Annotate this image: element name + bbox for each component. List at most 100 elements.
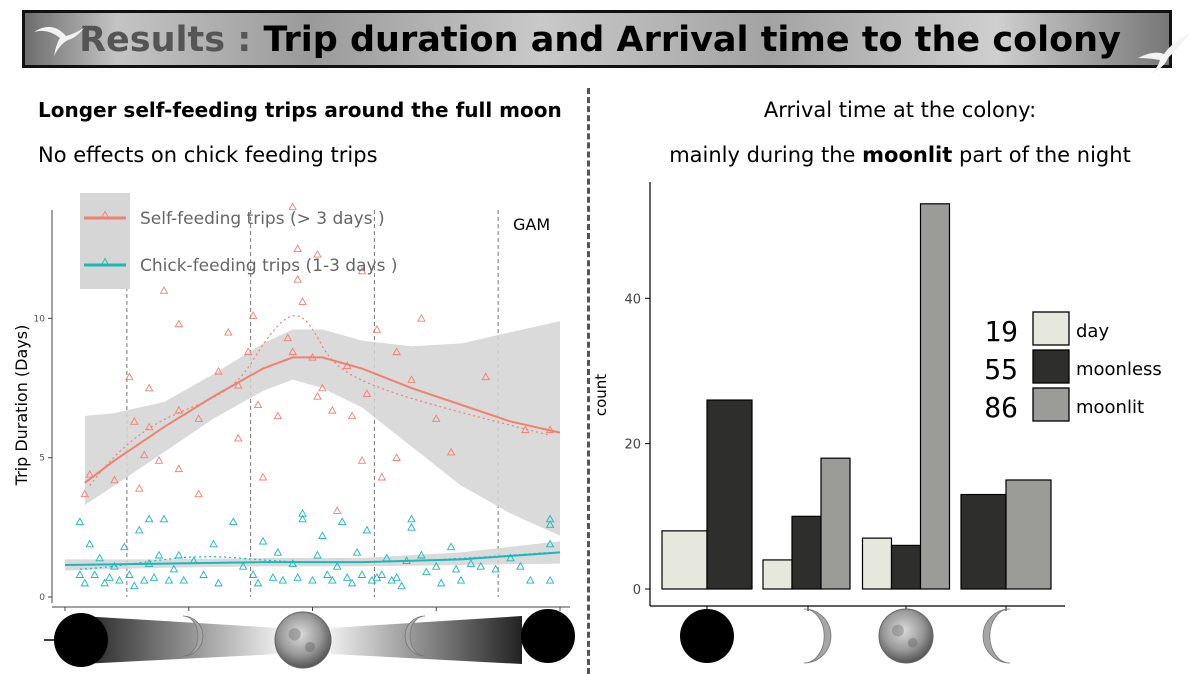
self-feeding-point [283, 333, 293, 342]
chick-feeding-point [115, 575, 124, 584]
slide-title: Results : Trip duration and Arrival time… [25, 13, 1175, 71]
right-subheading-pre: mainly during the [669, 143, 856, 167]
chick-feeding-point [179, 575, 189, 584]
right-heading: Arrival time at the colony: [763, 98, 1037, 122]
chick-feeding-point [342, 573, 352, 581]
self-feeding-point [253, 400, 263, 409]
new-moon-icon [680, 609, 734, 663]
chick-feeding-point [288, 559, 297, 567]
waning-crescent-icon [982, 608, 1011, 664]
self-feeding-point [233, 433, 243, 442]
chick-feeding-point [422, 567, 431, 576]
chick-feeding-point [417, 550, 426, 559]
albatross-silhouette-icon [1138, 34, 1190, 74]
chick-feeding-point [377, 570, 387, 578]
legend-swatch [1032, 349, 1070, 384]
chick-feeding-gam-curve [79, 551, 551, 570]
title-prefix: Results : [79, 20, 252, 60]
bar-moonless [890, 544, 922, 590]
self-feeding-point [243, 347, 253, 356]
self-feeding-point [144, 383, 154, 392]
chick-feeding-point [125, 570, 134, 578]
self-feeding-point [194, 489, 203, 498]
new-moon-icon [54, 613, 108, 667]
title-banner: Results : Trip duration and Arrival time… [22, 10, 1172, 68]
chart-legend: 19 day 55 moonless 86 moonlit [984, 311, 1162, 424]
full-moon-disc [274, 611, 332, 669]
chick-feeding-point [95, 553, 104, 562]
chick-feeding-point [105, 573, 114, 581]
legend-label: Chick-feeding trips (1-3 days ) [140, 256, 397, 276]
chick-feeding-point [392, 573, 401, 581]
self-feeding-point [417, 313, 426, 322]
self-feeding-point [273, 411, 283, 420]
chick-feeding-point [75, 570, 85, 578]
arrival-time-chart: 0 20 40 count 19 day 55 moonless 86 moonlit [592, 182, 1162, 664]
chick-feeding-point [545, 514, 555, 523]
bar-moonless [791, 515, 822, 590]
moon-phase-axis [680, 608, 1011, 664]
legend-swatch [1032, 387, 1070, 422]
waning-crescent-icon [404, 615, 426, 657]
self-feeding-point [125, 372, 134, 381]
chick-feeding-point [313, 550, 322, 559]
moon-phase-axis [44, 609, 575, 669]
chick-feeding-point [214, 578, 223, 587]
left-heading: Longer self-feeding trips around the ful… [38, 98, 562, 122]
chick-feeding-point [298, 514, 307, 523]
confidence-band [84, 321, 561, 536]
self-feeding-point [372, 325, 382, 333]
new-moon-icon [521, 609, 575, 663]
chick-feeding-point [352, 547, 362, 556]
self-feeding-point [288, 202, 297, 211]
chick-feeding-point [545, 520, 555, 528]
chick-feeding-point [174, 550, 184, 559]
y-tick-label: 40 [624, 292, 641, 307]
full-moon-disc [878, 608, 934, 664]
chick-feeding-point [298, 508, 307, 517]
y-tick-label: 20 [624, 438, 641, 453]
chick-feeding-point [545, 575, 555, 584]
self-feeding-point [248, 311, 258, 319]
self-feeding-point [139, 450, 149, 459]
y-tick-label: 0 [633, 583, 641, 598]
chick-feeding-point [258, 536, 268, 545]
full-moon-icon [274, 611, 332, 669]
chick-feeding-point [318, 531, 327, 539]
bar-moonlit [1005, 479, 1052, 590]
legend-count: 55 [984, 353, 1018, 386]
chick-feeding-point [139, 575, 149, 584]
self-feeding-point [130, 417, 139, 425]
right-subheading: mainly during the moonlit part of the ni… [600, 143, 1200, 167]
self-feeding-point [357, 266, 367, 275]
legend-swatch [1032, 311, 1070, 346]
self-feeding-point [85, 469, 95, 478]
legend-key-triangle [100, 210, 110, 219]
y-axis-label: count [592, 374, 610, 416]
chick-feeding-point [516, 561, 525, 570]
chick-feeding-point [134, 525, 144, 534]
self-feeding-point [293, 274, 302, 283]
chick-feeding-point [229, 517, 238, 526]
self-feeding-point [293, 244, 302, 252]
chick-feeding-point [268, 573, 278, 581]
chick-feeding-point [332, 561, 342, 570]
self-feeding-point [110, 475, 119, 484]
chick-feeding-point [506, 553, 515, 562]
bar-day [762, 559, 793, 590]
self-feeding-point [214, 366, 223, 375]
chick-feeding-point [407, 522, 416, 531]
chick-feeding-point [451, 564, 461, 573]
full-moon-icon [878, 608, 934, 664]
chick-feeding-point [154, 550, 164, 559]
waxing-crescent-icon [182, 615, 204, 657]
waxing-funnel [81, 616, 279, 664]
y-axis-label: Trip Duration (Days) [12, 325, 31, 487]
chick-feeding-point [466, 559, 476, 567]
bar-day [861, 537, 893, 590]
self-feeding-point [328, 405, 337, 414]
panel-divider [587, 88, 590, 674]
chick-feeding-point [248, 570, 258, 578]
chick-feeding-point [362, 525, 372, 534]
